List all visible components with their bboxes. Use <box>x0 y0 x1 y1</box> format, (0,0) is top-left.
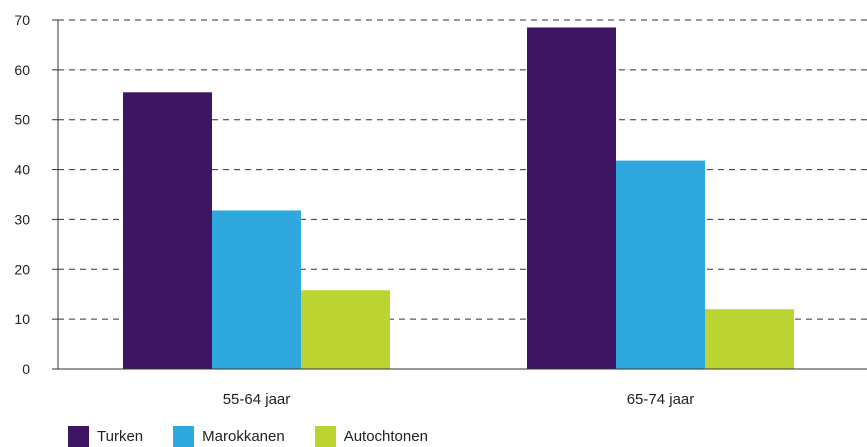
bar-marokkanen-1 <box>212 210 301 369</box>
y-tick-label-40: 40 <box>14 162 30 178</box>
bar-turken-1 <box>123 92 212 370</box>
legend-swatch <box>173 425 195 447</box>
y-tick-label-20: 20 <box>14 261 30 277</box>
bar-marokkanen-2 <box>616 160 705 369</box>
axes <box>52 20 867 370</box>
legend-item-turken: Turken <box>68 425 144 447</box>
bar-autochtonen-1 <box>301 290 390 369</box>
legend-label: Marokkanen <box>202 427 285 445</box>
y-tick-label-10: 10 <box>14 311 30 327</box>
legend-label: Turken <box>97 427 144 445</box>
y-tick-label-50: 50 <box>14 112 30 128</box>
legend-swatch <box>68 425 89 447</box>
legend-label: Autochtonen <box>343 427 428 445</box>
y-axis-ticks: 0 10 20 30 40 50 60 70 <box>14 12 58 377</box>
y-tick-label-0: 0 <box>22 361 30 377</box>
bars <box>123 27 794 370</box>
y-tick-label-70: 70 <box>14 12 30 28</box>
bar-turken-2 <box>527 27 616 369</box>
x-axis-labels: 55-64 jaar 65-74 jaar <box>223 391 695 408</box>
legend-item-marokkanen: Marokkanen <box>173 425 285 447</box>
legend-item-autochtonen: Autochtonen <box>314 425 428 447</box>
y-tick-label-60: 60 <box>14 62 30 78</box>
y-tick-label-30: 30 <box>14 211 30 227</box>
bar-autochtonen-2 <box>705 309 794 369</box>
x-category-label-2: 65-74 jaar <box>627 391 695 408</box>
legend: Turken Marokkanen Autochtonen <box>68 425 458 447</box>
x-category-label-1: 55-64 jaar <box>223 391 291 408</box>
legend-swatch <box>314 425 336 447</box>
